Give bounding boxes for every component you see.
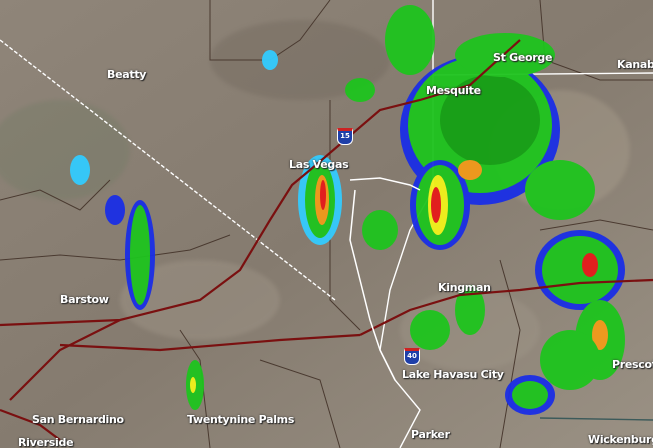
city-label-las-vegas: Las Vegas [289, 158, 349, 171]
city-label-wickenburg: Wickenburg [588, 433, 653, 446]
city-label-beatty: Beatty [107, 68, 147, 81]
interstate-15-shield: 15 [337, 128, 353, 145]
city-label-barstow: Barstow [60, 293, 109, 306]
city-label-kanab: Kanab [617, 58, 653, 71]
city-label-prescott: Prescott [612, 358, 653, 371]
city-label-twentynine-palms: Twentynine Palms [187, 413, 295, 426]
city-label-parker: Parker [411, 428, 450, 441]
city-label-st-george: St George [493, 51, 553, 64]
city-label-kingman: Kingman [438, 281, 491, 294]
city-label-riverside: Riverside [18, 436, 74, 448]
interstate-40-shield: 40 [404, 348, 420, 365]
highway-shields-paths [349, 177, 421, 381]
roads [0, 39, 653, 441]
radar-echoes [70, 5, 625, 415]
city-label-lake-havasu-city: Lake Havasu City [402, 368, 504, 381]
city-label-san-bernardino: San Bernardino [32, 413, 124, 426]
city-label-mesquite: Mesquite [426, 84, 481, 97]
